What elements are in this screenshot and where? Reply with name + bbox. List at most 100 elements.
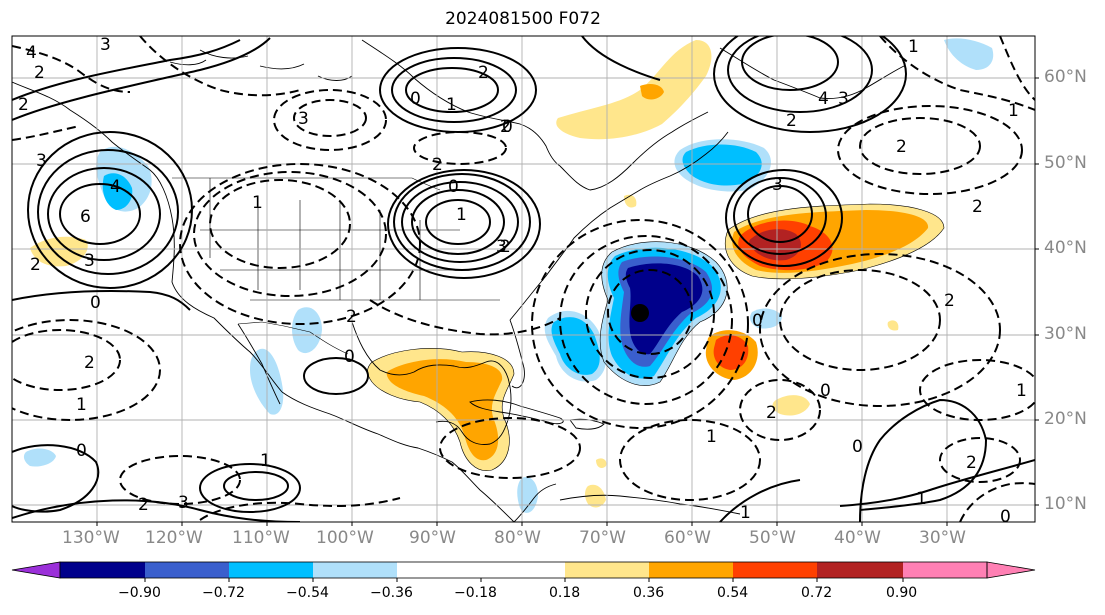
lat-label: 40°N — [1044, 238, 1087, 258]
lat-label: 10°N — [1044, 494, 1087, 514]
contour-label: 2 — [896, 137, 907, 157]
contour-label: 4 — [26, 43, 37, 63]
lon-tick-marks — [96, 522, 948, 526]
coast-s-america — [559, 494, 741, 515]
contour-label: 1 — [260, 451, 271, 471]
contour-solid — [725, 169, 843, 267]
colorbar-tick-label: −0.18 — [454, 585, 497, 601]
contour-label: 1 — [76, 395, 87, 415]
contour-solid — [581, 36, 661, 81]
colorbar-tick-label: −0.54 — [286, 585, 329, 601]
contour-label: 1 — [908, 37, 919, 57]
contour-label: 1 — [446, 95, 457, 115]
yellow-shade-hudson — [556, 40, 712, 140]
contour-label: 0 — [1000, 507, 1011, 527]
contour-label: 1 — [916, 489, 927, 509]
blue-shade-tropical — [23, 448, 56, 467]
lat-tick-marks — [1035, 77, 1039, 506]
colorbar-segment — [229, 562, 313, 578]
contour-solid — [733, 177, 827, 255]
contour-labels: 4 3 2 2 3 4 6 3 2 0 2 1 0 2 3 3 2 1 0 2 … — [18, 36, 1027, 527]
contour-dashed — [837, 105, 1023, 195]
outline-blue — [599, 241, 728, 386]
contour-dashed — [139, 36, 301, 97]
coast-alaska-bc — [12, 81, 283, 393]
contour-solid — [47, 167, 161, 261]
yellow-shade-pacific — [30, 236, 88, 267]
contour-solid — [12, 37, 271, 121]
shaded-fields — [23, 38, 994, 513]
contour-dashed — [369, 299, 561, 336]
outline-orange — [724, 203, 945, 280]
contour-solid — [37, 149, 179, 275]
contour-label: 2 — [346, 307, 357, 327]
solid-contours — [12, 36, 1035, 522]
contour-label: 0 — [448, 177, 459, 197]
contour-solid — [747, 185, 813, 243]
contour-dashed — [939, 437, 1021, 483]
contour-label: 0 — [820, 381, 831, 401]
contour-solid — [741, 36, 839, 91]
colorbar-segment — [649, 562, 733, 578]
lon-label: 40°W — [834, 528, 881, 548]
colorbar-tick-label: −0.72 — [202, 585, 245, 601]
contour-label: 2 — [18, 95, 29, 115]
contour-dashed — [439, 417, 581, 479]
contour-dashed — [293, 99, 367, 137]
contour-label: 2 — [786, 111, 797, 131]
lon-label: 110°W — [232, 528, 290, 548]
contour-solid — [303, 357, 369, 395]
contour-dashed — [12, 329, 121, 391]
contour-label: 2 — [972, 197, 983, 217]
lon-label: 120°W — [145, 528, 203, 548]
contour-label: 1 — [1016, 381, 1027, 401]
contour-label: 3 — [36, 151, 47, 171]
coast-hispaniola — [569, 418, 605, 430]
blue-shade-pacific-inner — [102, 173, 133, 210]
contour-dashed — [119, 455, 241, 505]
coast-florida — [509, 319, 525, 389]
colorbar-tick-label: 0.90 — [886, 585, 918, 601]
colorbar-extend-low — [11, 561, 61, 579]
lat-label: 50°N — [1044, 153, 1087, 173]
contour-solid — [393, 173, 531, 271]
contour-solid — [727, 36, 873, 113]
contour-label: 1 — [252, 193, 263, 213]
coast-cuba — [469, 399, 564, 425]
colorbar-segment — [313, 562, 397, 578]
contour-label: 2 — [478, 63, 489, 83]
yellow-shade-atlantic — [887, 320, 899, 331]
coast-east — [509, 131, 729, 321]
map-panel: 4 3 2 2 3 4 6 3 2 0 2 1 0 2 3 3 2 1 0 2 … — [12, 36, 1035, 527]
contour-label: 0 — [852, 437, 863, 457]
colorbar-tick-label: −0.36 — [370, 585, 413, 601]
border-us-mexico — [237, 321, 349, 355]
contour-dashed — [12, 319, 161, 421]
contour-label: 4 — [110, 177, 121, 197]
blue-shade-mexico — [292, 307, 322, 354]
colorbar-segment — [903, 562, 987, 578]
contour-label: 0 — [344, 347, 355, 367]
contour-dashed — [559, 235, 733, 405]
contour-dashed — [199, 497, 401, 521]
contour-dashed — [919, 359, 1035, 421]
shade-outlines — [367, 203, 945, 471]
contour-label: 2 — [500, 117, 511, 137]
colorbar — [11, 561, 1036, 582]
lon-label: 50°W — [749, 528, 796, 548]
contour-dashed — [209, 179, 351, 269]
lon-label: 100°W — [316, 528, 374, 548]
colorbar-tick-label: 0.36 — [633, 585, 665, 601]
contour-dashed — [179, 163, 421, 325]
contour-dashed — [739, 379, 821, 441]
colorbar-segment — [565, 562, 649, 578]
colorbar-extend-high — [986, 561, 1036, 579]
lon-label: 60°W — [664, 528, 711, 548]
contour-dashed — [531, 219, 749, 429]
colorbar-segment — [733, 562, 817, 578]
contour-dashed — [12, 125, 81, 141]
coast-mexico-west — [281, 391, 515, 522]
contour-dashed — [959, 482, 1035, 522]
contour-label: 2 — [500, 237, 511, 257]
